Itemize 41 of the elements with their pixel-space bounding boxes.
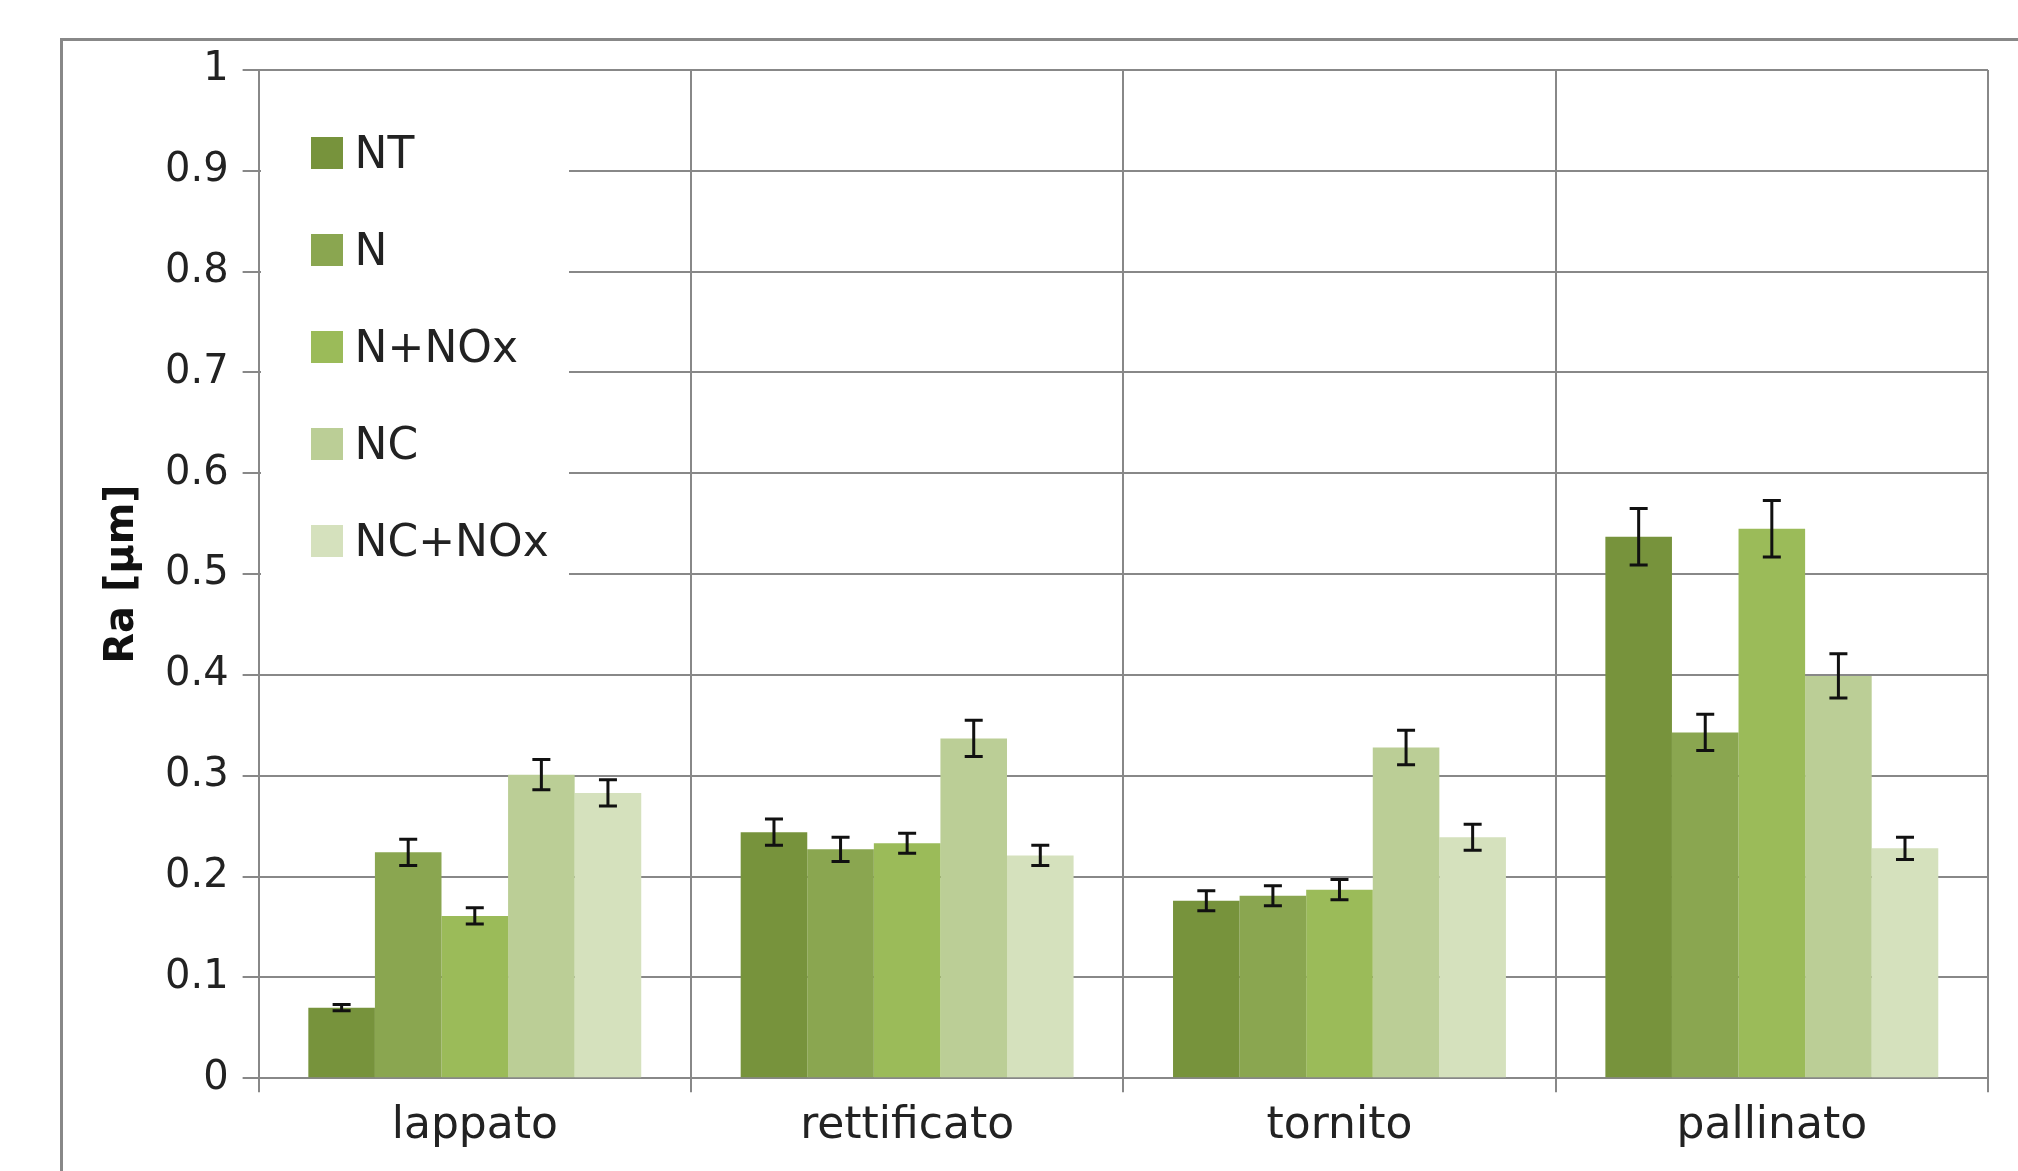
legend-label: NC xyxy=(354,418,419,469)
y-tick-label: 0.5 xyxy=(164,547,229,594)
bar xyxy=(1805,675,1872,1078)
legend-label: N xyxy=(354,224,388,275)
y-tick-label: 0.9 xyxy=(164,144,229,191)
bar xyxy=(740,832,808,1078)
y-tick-label: 1 xyxy=(203,43,229,90)
y-tick-label: 0.3 xyxy=(164,749,229,796)
bar xyxy=(508,774,575,1078)
y-axis-title: Ra [µm] xyxy=(96,484,143,664)
bar xyxy=(1007,855,1074,1078)
bar xyxy=(1439,837,1506,1078)
bar xyxy=(1871,848,1939,1078)
y-tick-label: 0.7 xyxy=(164,345,229,392)
bar xyxy=(1372,747,1440,1078)
bar xyxy=(441,915,509,1078)
bar xyxy=(1738,528,1806,1078)
y-tick-label: 0 xyxy=(203,1051,229,1098)
y-tick-label: 0.8 xyxy=(164,245,229,292)
legend-label: NC+NOx xyxy=(354,515,549,566)
y-tick-label: 0.1 xyxy=(164,950,229,997)
x-tick-label: pallinato xyxy=(1676,1097,1868,1149)
bar xyxy=(807,849,874,1078)
x-tick-label: lappato xyxy=(391,1097,558,1149)
bar xyxy=(873,843,941,1078)
x-tick-label: rettificato xyxy=(800,1097,1015,1149)
bar xyxy=(308,1007,375,1078)
y-tick-label: 0.4 xyxy=(164,648,229,695)
bar xyxy=(1306,889,1373,1078)
bar xyxy=(1173,900,1240,1078)
bar xyxy=(374,852,442,1078)
y-tick-label: 0.6 xyxy=(164,446,229,493)
bar xyxy=(1671,732,1739,1078)
bar xyxy=(940,738,1008,1078)
y-tick-label: 0.2 xyxy=(164,849,229,896)
x-tick-label: tornito xyxy=(1266,1097,1413,1149)
bar xyxy=(1605,536,1672,1078)
bar xyxy=(574,792,642,1078)
bar xyxy=(1239,895,1307,1078)
legend-label: N+NOx xyxy=(354,321,518,372)
legend-label: NT xyxy=(354,127,415,178)
